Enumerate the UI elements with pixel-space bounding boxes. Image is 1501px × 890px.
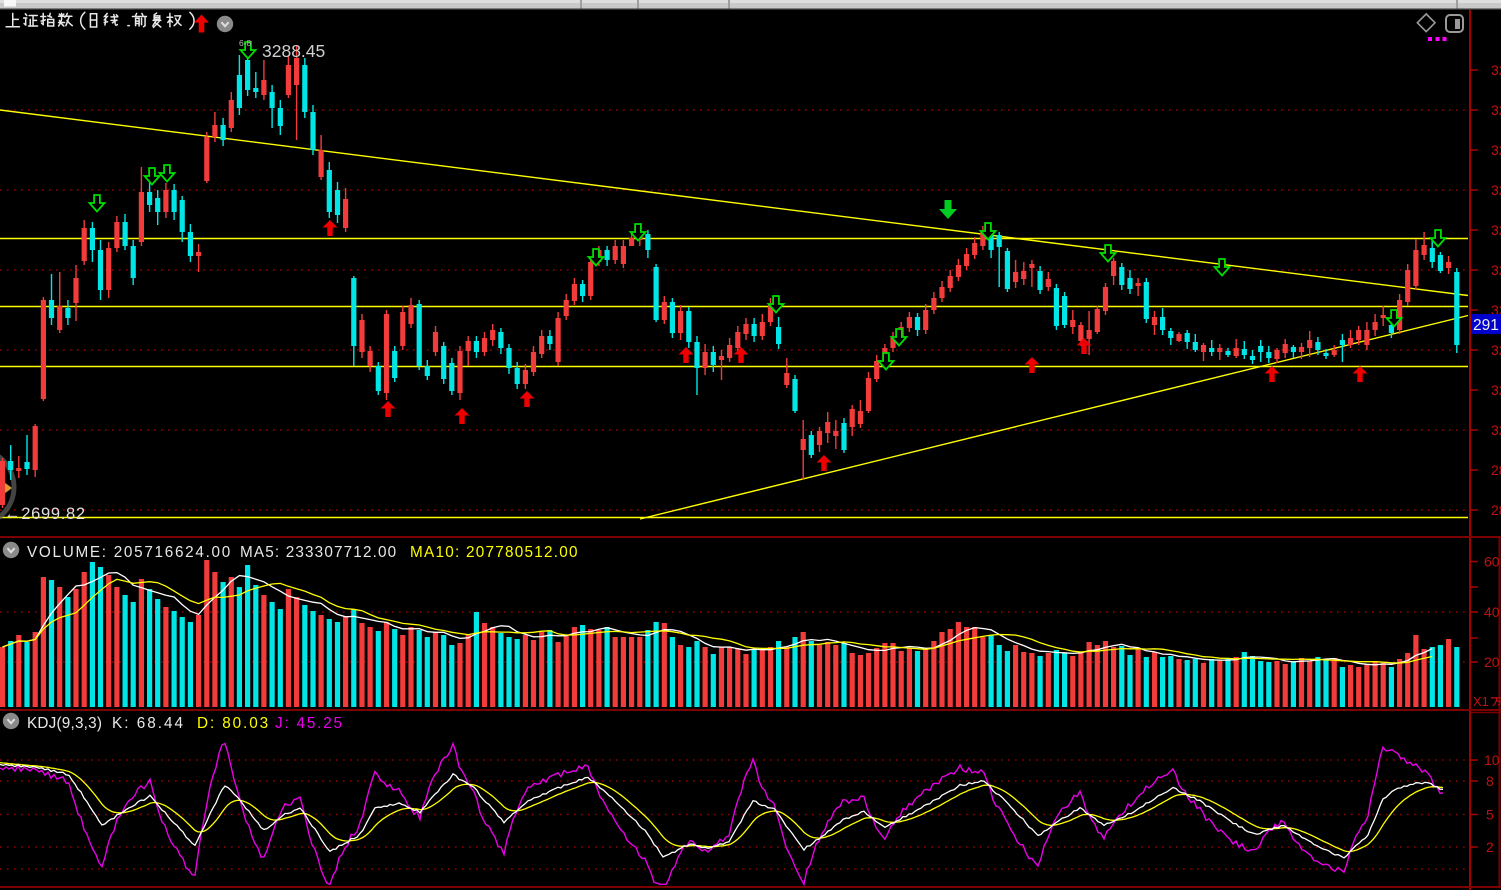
svg-text:32: 32 <box>1491 182 1501 198</box>
svg-text:MA10: 207780512.00: MA10: 207780512.00 <box>410 544 579 561</box>
svg-text:32: 32 <box>1491 422 1501 438</box>
svg-text:32: 32 <box>1491 222 1501 238</box>
svg-text:VOLUME: 205716624.00: VOLUME: 205716624.00 <box>27 544 232 561</box>
svg-text:2: 2 <box>1486 839 1494 855</box>
svg-text:40: 40 <box>1484 604 1500 620</box>
svg-text:K: 68.44: K: 68.44 <box>112 715 185 732</box>
svg-text:←2699.82: ←2699.82 <box>4 505 86 523</box>
svg-text:60: 60 <box>1484 554 1500 570</box>
svg-text:28: 28 <box>1491 462 1501 478</box>
svg-text:20: 20 <box>1484 654 1500 670</box>
svg-text:28: 28 <box>1491 502 1501 518</box>
svg-text:32: 32 <box>1491 102 1501 118</box>
svg-text:KDJ(9,3,3): KDJ(9,3,3) <box>27 715 102 732</box>
svg-text:32: 32 <box>1491 262 1501 278</box>
svg-text:5: 5 <box>1486 807 1494 823</box>
svg-text:10: 10 <box>1484 752 1500 768</box>
svg-text:D: 80.03: D: 80.03 <box>197 715 270 732</box>
svg-text:32: 32 <box>1491 302 1501 318</box>
svg-text:6-8: 6-8 <box>239 38 252 48</box>
svg-text:X1: X1 <box>1473 694 1489 709</box>
svg-text:8: 8 <box>1486 773 1494 789</box>
svg-text:32: 32 <box>1491 142 1501 158</box>
svg-text:32: 32 <box>1491 382 1501 398</box>
svg-text:MA5: 233307712.00: MA5: 233307712.00 <box>240 544 397 561</box>
svg-text:291: 291 <box>1473 317 1499 334</box>
svg-text:3288.45: 3288.45 <box>262 41 325 61</box>
svg-text:32: 32 <box>1491 342 1501 358</box>
svg-text:32: 32 <box>1491 62 1501 78</box>
svg-text:J: 45.25: J: 45.25 <box>275 715 344 732</box>
